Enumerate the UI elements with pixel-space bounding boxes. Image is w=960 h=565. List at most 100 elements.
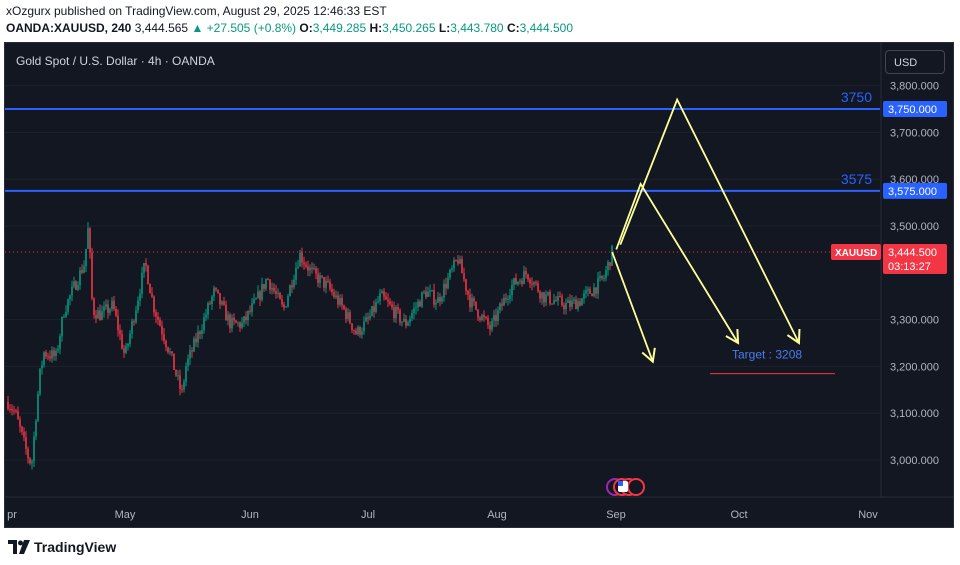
x-tick-label: Nov [858,509,878,521]
candle-body [583,293,585,299]
candle-body [593,287,595,297]
price-change: ▲ +27.505 (+0.8%) [191,21,297,35]
candle-body [465,279,467,291]
candle-body [253,299,255,304]
candle-body [407,322,409,326]
candle-body [523,271,525,284]
candle-body [609,262,611,266]
close-value: 3,444.500 [519,21,573,35]
level-axis-label: 3,575.000 [888,186,937,198]
y-tick-label: 3,000.000 [890,455,939,467]
currency-button[interactable]: USD [885,50,945,74]
candle-body [581,298,583,306]
candle-body [69,295,71,300]
tradingview-logo[interactable]: TradingView [8,539,116,555]
y-tick-label: 3,700.000 [890,127,939,139]
candle-body [135,310,137,323]
candle-body [185,366,187,382]
candle-body [79,270,81,286]
candle-body [431,290,433,292]
candle-body [149,283,151,294]
candle-body [125,346,127,353]
candle-body [229,314,231,329]
close-label: C: [506,21,520,35]
candle-body [71,286,73,296]
candle-body [341,297,343,306]
candle-body [219,293,221,305]
candle-body [475,301,477,310]
candle-body [543,292,545,303]
candle-body [485,317,487,319]
candle-body [225,304,227,321]
candle-body [263,284,265,289]
candle-body [27,448,29,459]
candle-body [199,331,201,334]
candle-body [269,279,271,290]
candle-body [143,262,145,273]
candle-body [179,375,181,390]
y-tick-label: 3,200.000 [890,361,939,373]
x-tick-label: Jun [241,509,259,521]
candle-body [301,252,303,263]
candle-body [161,325,163,335]
candle-body [553,300,555,304]
candle-body [15,410,17,412]
candle-body [421,292,423,307]
candle-body [591,293,593,297]
candle-body [419,301,421,307]
candle-body [285,306,287,308]
candle-body [37,393,39,421]
chart-area[interactable] [4,42,954,528]
candle-body [345,308,347,319]
candle-body [187,358,189,367]
candle-body [445,283,447,289]
candle-body [307,266,309,271]
candle-body [455,260,457,262]
price-axis: 3,800.0003,700.0003,600.0003,500.0003,30… [831,43,947,497]
overlay-labels: Target : 3208 [606,348,835,496]
projection-path-c [619,97,800,344]
candle-body [213,287,215,297]
candle-body [267,279,269,281]
candle-body [101,311,103,321]
candle-body [151,293,153,297]
candle-body [365,317,367,322]
candle-body [177,375,179,377]
candle-body [529,279,531,284]
level-lines: 3750 3575 [5,89,880,253]
candle-body [505,298,507,300]
candle-body [589,289,591,294]
candle-body [401,321,403,323]
candle-body [527,274,529,280]
y-tick-label: 3,100.000 [890,408,939,420]
candle-body [109,309,111,313]
candle-body [73,281,75,287]
candle-body [499,303,501,311]
candle-body [259,291,261,300]
candle-body [555,300,557,302]
high-label: H: [369,21,383,35]
candle-body [271,287,273,290]
x-tick-label: Aug [487,509,507,521]
candle-body [333,292,335,298]
target-label: Target : 3208 [732,348,802,362]
candle-body [17,410,19,420]
candle-body [557,296,559,301]
tradingview-logo-text: TradingView [34,539,117,555]
candle-body [477,309,479,318]
candlestick-series [7,222,613,470]
candle-body [315,268,317,274]
candle-body [215,287,217,290]
candle-body [99,310,101,321]
candle-body [449,269,451,278]
candle-body [183,381,185,390]
candle-body [495,314,497,322]
candle-body [201,330,203,334]
candle-body [383,291,385,297]
candle-body [481,315,483,320]
candle-body [265,279,267,289]
x-tick-label: Oct [730,509,747,521]
candle-body [369,315,371,319]
candle-body [331,288,333,293]
